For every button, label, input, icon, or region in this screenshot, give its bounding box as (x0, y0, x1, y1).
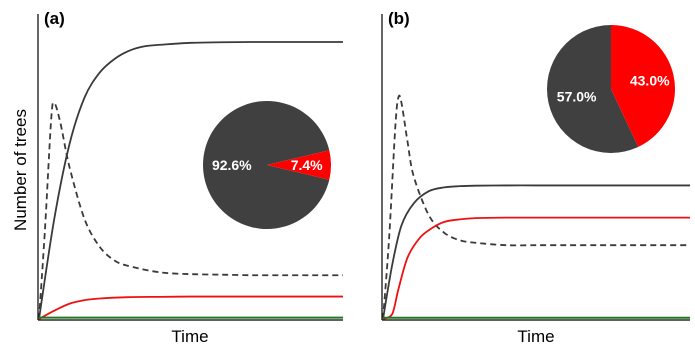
panel-a: (a) Time 92.6% 7.4% (37, 9, 343, 346)
panel-b: (b) Time 57.0% 43.0% (381, 9, 690, 346)
panel-a-series-red-solid (38, 295, 343, 320)
panel-b-pie-slice-red (611, 25, 676, 147)
panel-b-series-dark-dashed (382, 94, 690, 320)
panel-a-pie-label-dark: 92.6% (212, 157, 252, 173)
panel-a-pie-slice-red (267, 150, 332, 180)
panel-a-series-dark-solid (38, 41, 343, 320)
panel-b-pie-label-red: 43.0% (630, 72, 670, 88)
panel-a-lines (38, 41, 343, 320)
panel-b-pie-slice-dark (547, 25, 639, 153)
panel-a-label: (a) (44, 9, 65, 28)
panel-a-pie: 92.6% 7.4% (203, 101, 332, 229)
y-axis-label: Number of trees (11, 109, 30, 231)
panel-a-series-dark-dashed (38, 101, 343, 320)
panel-b-pie: 57.0% 43.0% (547, 25, 676, 153)
panel-b-series-dark-solid (382, 184, 690, 320)
panel-b-pie-label-dark: 57.0% (557, 89, 597, 105)
panel-b-series-red-solid (382, 216, 690, 320)
panel-b-lines (382, 94, 690, 320)
panel-b-x-axis-label: Time (517, 327, 554, 346)
panel-a-pie-slice-dark (203, 101, 330, 229)
panel-a-x-axis-label: Time (171, 327, 208, 346)
panel-a-pie-label-red: 7.4% (291, 157, 323, 173)
panel-b-label: (b) (388, 9, 410, 28)
